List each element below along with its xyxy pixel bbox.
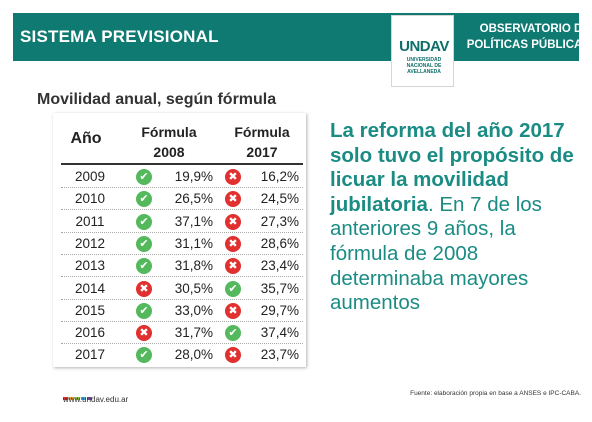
x-circle-icon: ✖ <box>225 347 241 364</box>
check-circle-icon: ✔ <box>225 280 241 297</box>
row-formula-2017-value: 24,5% <box>260 191 299 207</box>
row-formula-2017-value: 37,4% <box>260 325 299 341</box>
table-row: 2016 ✖ 31,7% ✔ 37,4% <box>61 322 303 345</box>
row-formula-2008-value: 33,0% <box>174 302 213 318</box>
row-year: 2014 <box>74 280 106 296</box>
check-circle-icon: ✔ <box>136 258 152 275</box>
mobility-table: Año Fórmula 2008 Fórmula 2017 2009 ✔ 19,9%… <box>53 113 306 367</box>
color-dot <box>75 397 80 400</box>
table-row: 2011 ✔ 37,1% ✖ 27,3% <box>61 211 303 233</box>
table-row: 2017 ✔ 28,0% ✖ 23,7% <box>61 344 303 366</box>
org-name: OBSERVATORIO DE POLÍTICAS PÚBLICAS <box>466 23 590 51</box>
row-formula-2008-value: 31,7% <box>174 325 213 341</box>
header-formula-2017: Fórmula 2017 <box>234 124 290 160</box>
row-formula-2008-value: 30,5% <box>174 280 213 296</box>
check-circle-icon: ✔ <box>136 169 152 185</box>
header-title: SISTEMA PREVISIONAL <box>20 27 219 46</box>
row-formula-2017-value: 23,4% <box>260 258 299 274</box>
row-year: 2009 <box>74 169 106 184</box>
row-year: 2015 <box>74 302 106 318</box>
table-row: 2010 ✔ 26,5% ✖ 24,5% <box>61 188 303 211</box>
header-bar: SISTEMA PREVISIONAL UNDAV UNIVERSIDAD NA… <box>13 13 590 87</box>
x-circle-icon: ✖ <box>225 213 241 230</box>
table-row: 2012 ✔ 31,1% ✖ 28,6% <box>61 233 303 255</box>
x-circle-icon: ✖ <box>225 169 241 185</box>
check-circle-icon: ✔ <box>136 302 152 319</box>
row-formula-2008-value: 31,1% <box>174 235 213 251</box>
undav-logo: UNDAV UNIVERSIDAD NACIONAL DE AVELLANEDA <box>391 15 454 87</box>
row-year: 2017 <box>74 347 106 363</box>
table-title: Movilidad anual, según fórmula <box>37 91 277 108</box>
row-year: 2012 <box>74 235 106 251</box>
logo-subtitle: UNIVERSIDAD NACIONAL DE AVELLANEDA <box>406 57 442 75</box>
row-formula-2017-value: 29,7% <box>260 302 299 318</box>
row-formula-2017-value: 16,2% <box>260 169 299 184</box>
check-circle-icon: ✔ <box>136 235 152 252</box>
color-dot <box>81 397 86 400</box>
x-circle-icon: ✖ <box>225 191 241 208</box>
footer-color-bar <box>63 387 93 400</box>
row-formula-2017-value: 27,3% <box>260 213 299 229</box>
check-circle-icon: ✔ <box>225 325 241 342</box>
check-circle-icon: ✔ <box>136 347 152 364</box>
row-year: 2011 <box>75 213 105 229</box>
color-dot <box>69 397 74 400</box>
statement-regular: . En 7 de los anteriores 9 años, la fórm… <box>330 192 542 315</box>
table-row: 2015 ✔ 33,0% ✖ 29,7% <box>61 300 303 322</box>
check-circle-icon: ✔ <box>136 213 152 230</box>
statement-text: La reforma del año 2017 solo tuvo el pro… <box>330 119 580 316</box>
statement-bold: La reforma del año 2017 solo tuvo el pro… <box>330 119 574 216</box>
x-circle-icon: ✖ <box>225 258 241 275</box>
table-row: 2014 ✖ 30,5% ✔ 35,7% <box>61 278 303 300</box>
row-formula-2008-value: 19,9% <box>174 169 213 184</box>
row-formula-2008-value: 26,5% <box>174 191 213 207</box>
color-dot <box>87 397 92 400</box>
row-formula-2008-value: 37,1% <box>174 213 213 229</box>
row-formula-2017-value: 23,7% <box>260 347 299 363</box>
x-circle-icon: ✖ <box>225 235 241 252</box>
check-circle-icon: ✔ <box>136 191 152 208</box>
footer-url: www.undav.edu.ar <box>63 395 129 404</box>
x-circle-icon: ✖ <box>136 325 152 342</box>
row-year: 2010 <box>74 191 106 207</box>
source-note: Fuente: elaboración propia en base a ANS… <box>410 390 581 397</box>
row-formula-2008-value: 28,0% <box>174 347 213 363</box>
x-circle-icon: ✖ <box>225 302 241 319</box>
table-header: Año Fórmula 2008 Fórmula 2017 <box>53 113 306 163</box>
table-row: 2009 ✔ 19,9% ✖ 16,2% <box>61 166 303 188</box>
color-dot <box>63 397 68 400</box>
table-row: 2013 ✔ 31,8% ✖ 23,4% <box>61 255 303 278</box>
x-circle-icon: ✖ <box>136 280 152 297</box>
header-year: Año <box>70 130 102 147</box>
row-year: 2016 <box>74 325 106 341</box>
header-divider <box>61 163 303 165</box>
row-formula-2017-value: 35,7% <box>260 280 299 296</box>
row-formula-2017-value: 28,6% <box>260 235 299 251</box>
row-year: 2013 <box>74 258 106 274</box>
row-formula-2008-value: 31,8% <box>174 258 213 274</box>
header-formula-2008: Fórmula 2008 <box>141 124 197 160</box>
logo-wordmark: UNDAV <box>399 38 449 55</box>
